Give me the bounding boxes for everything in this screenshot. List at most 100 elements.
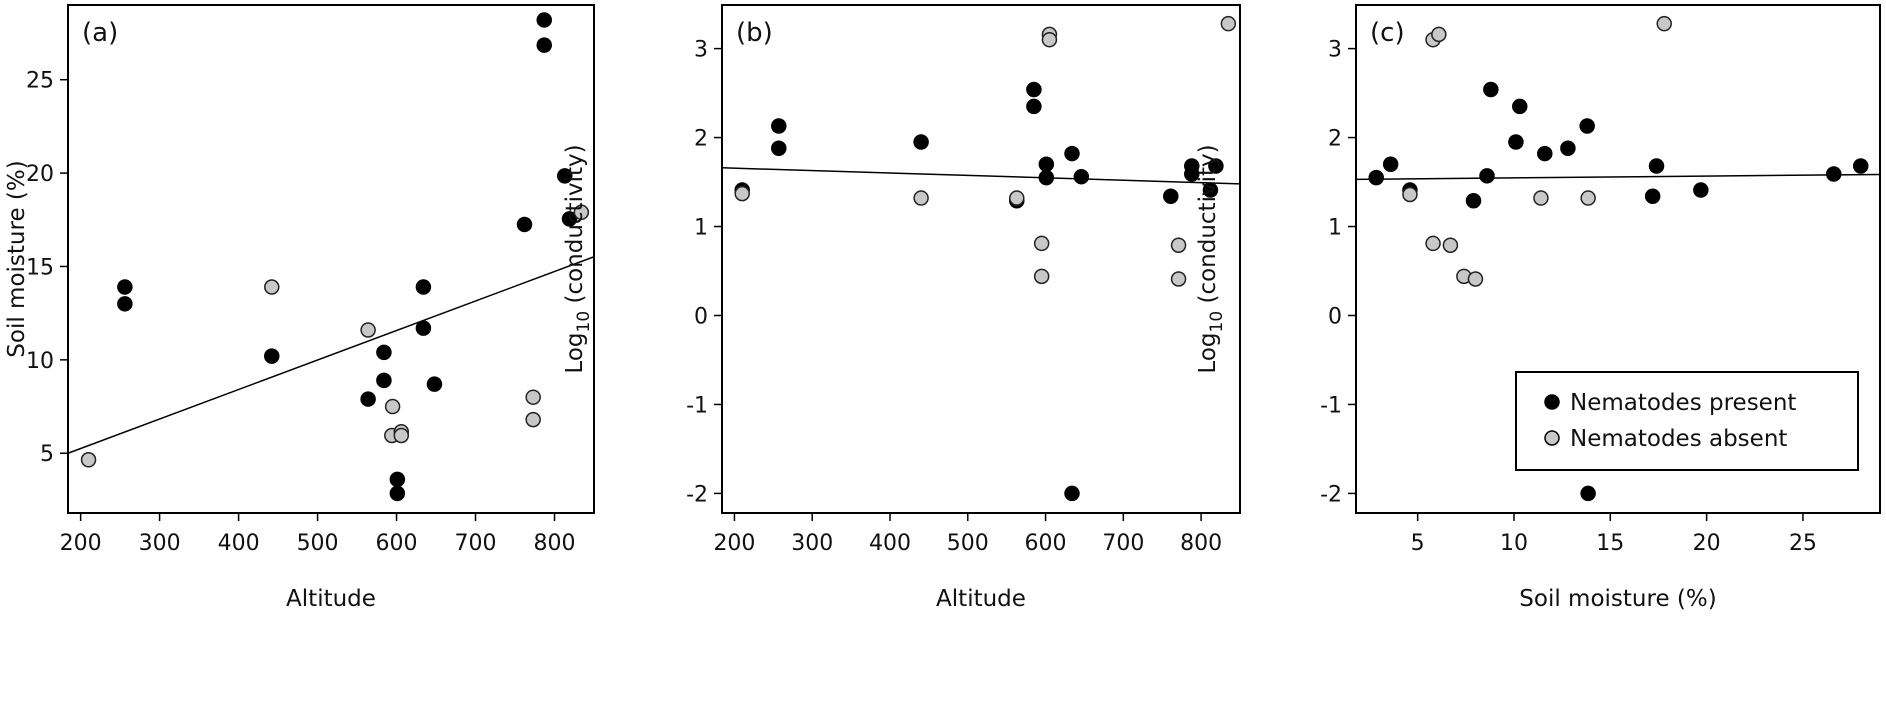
point-nematodes-absent xyxy=(1033,268,1050,285)
point-nematodes-absent xyxy=(1009,190,1025,206)
point-nematodes-present xyxy=(1580,485,1596,502)
point-nematodes-absent xyxy=(80,452,97,468)
y-tick-label: -2 xyxy=(1320,482,1342,507)
point-nematodes-absent xyxy=(1402,186,1418,203)
point-nematodes-absent xyxy=(1170,237,1187,253)
plot-frame xyxy=(67,4,595,514)
legend-entry: Nematodes absent xyxy=(1570,426,1787,452)
x-tick-label: 300 xyxy=(791,531,833,556)
point-nematodes-present xyxy=(1382,156,1399,173)
point-nematodes-absent xyxy=(1431,26,1447,43)
y-axis-label: Log10 (conductivity) xyxy=(562,144,594,373)
regression-line xyxy=(1355,173,1881,181)
point-nematodes-absent xyxy=(393,427,410,444)
point-nematodes-present xyxy=(1852,158,1869,174)
x-tick-label: 600 xyxy=(376,531,418,556)
point-nematodes-present xyxy=(1648,158,1665,174)
y-tick-label: 0 xyxy=(1328,304,1342,329)
x-tick-label: 25 xyxy=(1789,531,1817,556)
x-tick-label: 200 xyxy=(713,531,755,556)
point-nematodes-absent xyxy=(525,411,541,428)
point-nematodes-present xyxy=(389,471,406,488)
y-tick-label: 15 xyxy=(26,255,54,280)
x-tick-label: 15 xyxy=(1596,531,1624,556)
panel-label: (c) xyxy=(1370,18,1405,48)
legend-box xyxy=(1515,371,1859,471)
x-axis-label: Altitude xyxy=(936,586,1026,612)
point-nematodes-absent xyxy=(1467,271,1484,287)
point-nematodes-present xyxy=(561,211,578,227)
panel-c: 5 10 15 20 25 -2 -1 0 1 2 3 Soil moisture (%) Log10 … xyxy=(1195,4,1881,612)
point-nematodes-present xyxy=(1184,166,1200,182)
x-axis-label: Soil moisture (%) xyxy=(1519,586,1716,612)
x-tick-label: 700 xyxy=(1102,531,1144,556)
x-tick-label: 800 xyxy=(534,531,576,556)
y-tick-label: 2 xyxy=(694,127,708,152)
point-nematodes-absent xyxy=(384,398,401,415)
y-tick-label: 1 xyxy=(694,216,708,241)
panel-a: 200 300 400 500 600 700 800 5 10 15 20 25 Altitude So… xyxy=(4,4,595,612)
point-nematodes-present xyxy=(360,391,376,407)
point-nematodes-present xyxy=(1026,98,1042,115)
point-nematodes-present xyxy=(1064,485,1080,502)
point-nematodes-present xyxy=(1038,156,1055,173)
y-tick-label: 2 xyxy=(1328,127,1342,152)
y-tick-label: 1 xyxy=(1328,216,1342,241)
point-nematodes-present xyxy=(1644,188,1661,205)
point-nematodes-present xyxy=(1508,134,1524,150)
panel-label: (a) xyxy=(82,18,118,48)
x-tick-label: 800 xyxy=(1180,531,1222,556)
y-tick-label: 3 xyxy=(694,38,708,63)
point-nematodes-absent xyxy=(734,185,750,202)
x-tick-label: 600 xyxy=(1025,531,1067,556)
point-nematodes-absent xyxy=(1442,237,1459,253)
plot-frame xyxy=(721,4,1241,514)
point-nematodes-absent xyxy=(1656,15,1672,32)
point-nematodes-absent xyxy=(1170,271,1187,287)
point-nematodes-present xyxy=(1483,81,1499,98)
point-nematodes-present xyxy=(1038,169,1055,186)
point-nematodes-absent xyxy=(1580,190,1596,206)
point-nematodes-present xyxy=(426,376,443,392)
y-tick-label: 0 xyxy=(694,304,708,329)
point-nematodes-absent xyxy=(913,190,929,206)
point-nematodes-present xyxy=(1465,192,1482,209)
y-axis-label-main: Log xyxy=(562,332,588,373)
point-nematodes-absent xyxy=(360,322,376,338)
point-nematodes-present xyxy=(1512,98,1528,115)
point-nematodes-present xyxy=(117,296,133,312)
y-tick-label: 3 xyxy=(1328,38,1342,63)
legend-marker-absent xyxy=(1544,430,1560,446)
point-nematodes-absent xyxy=(573,204,590,221)
point-nematodes-present xyxy=(1579,118,1595,134)
x-tick-label: 20 xyxy=(1693,531,1721,556)
x-tick-label: 10 xyxy=(1500,531,1528,556)
point-nematodes-present xyxy=(1479,168,1495,184)
y-tick-label: 25 xyxy=(26,69,54,94)
x-tick-label: 700 xyxy=(455,531,497,556)
y-axis-label-main: Log xyxy=(1195,332,1221,373)
point-nematodes-present xyxy=(536,12,552,28)
point-nematodes-present xyxy=(415,279,432,295)
point-nematodes-present xyxy=(1026,81,1042,98)
y-tick-label: -1 xyxy=(686,393,708,418)
point-nematodes-present xyxy=(1368,169,1384,186)
point-nematodes-absent xyxy=(1425,235,1441,252)
y-tick-label: 10 xyxy=(26,349,54,374)
point-nematodes-present xyxy=(1826,166,1842,182)
x-tick-label: 5 xyxy=(1411,531,1425,556)
point-nematodes-present xyxy=(1560,140,1576,156)
y-axis-label-subscript: 10 xyxy=(574,311,594,333)
y-axis-label-rest: (conductivity) xyxy=(1195,144,1221,310)
point-nematodes-present xyxy=(1064,145,1080,162)
point-nematodes-present xyxy=(771,140,787,156)
point-nematodes-present xyxy=(1208,158,1224,174)
point-nematodes-absent xyxy=(525,389,541,405)
y-axis-label: Log10 (conductivity) xyxy=(1195,144,1227,373)
point-nematodes-present xyxy=(117,279,133,295)
point-nematodes-present xyxy=(536,37,552,53)
x-tick-label: 500 xyxy=(947,531,989,556)
y-tick-label: 20 xyxy=(26,162,54,187)
x-tick-label: 400 xyxy=(218,531,260,556)
x-axis-label: Altitude xyxy=(286,586,376,612)
